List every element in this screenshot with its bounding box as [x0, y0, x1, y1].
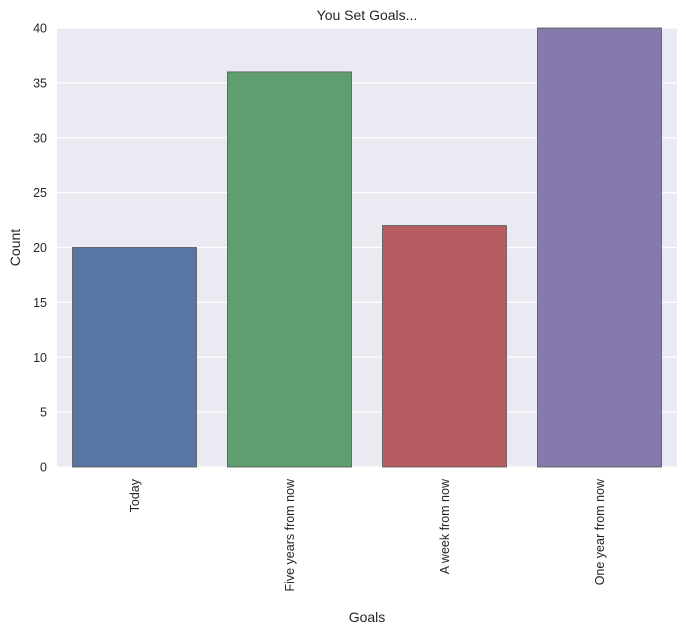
- y-tick-label: 15: [33, 296, 47, 310]
- x-tick-label: A week from now: [438, 478, 452, 574]
- bar-five-years-from-now: [227, 71, 352, 468]
- x-tick-label: Five years from now: [283, 478, 297, 592]
- bar-today: [72, 247, 197, 468]
- bar-a-week-from-now: [382, 225, 507, 468]
- x-tick-labels: Today Five years from now A week from now O…: [128, 478, 607, 592]
- bars: [72, 27, 662, 468]
- y-tick-label: 25: [33, 186, 47, 200]
- y-tick-label: 20: [33, 241, 47, 255]
- y-tick-label: 5: [40, 406, 47, 420]
- y-tick-label: 0: [40, 461, 47, 475]
- y-tick-label: 10: [33, 351, 47, 365]
- bar-one-year-from-now: [537, 27, 662, 468]
- x-axis-label: Goals: [349, 609, 386, 625]
- y-tick-label: 40: [33, 22, 47, 36]
- x-tick-label: Today: [128, 478, 142, 512]
- y-axis-label: Count: [7, 229, 23, 266]
- x-tick-label: One year from now: [593, 478, 607, 585]
- y-tick-labels: 0 5 10 15 20 25 30 35 40: [33, 22, 47, 475]
- chart-title: You Set Goals...: [317, 7, 418, 23]
- y-tick-label: 35: [33, 76, 47, 90]
- y-tick-label: 30: [33, 131, 47, 145]
